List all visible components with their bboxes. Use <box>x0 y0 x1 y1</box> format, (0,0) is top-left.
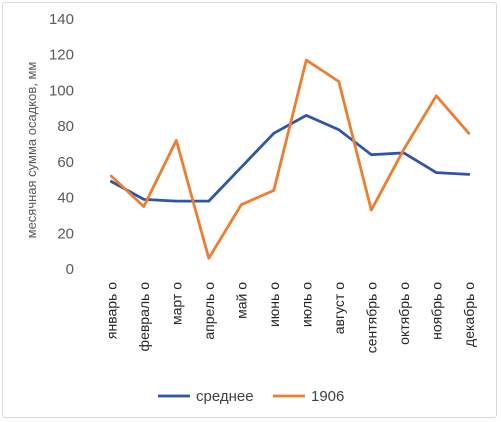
x-tick-label: декабрь о <box>461 282 477 347</box>
y-tick-label: 140 <box>49 11 74 28</box>
x-tick-label: ноябрь о <box>428 282 444 340</box>
y-tick-label: 0 <box>66 261 74 278</box>
x-tick-label: июнь о <box>266 282 282 327</box>
y-tick-label: 120 <box>49 47 74 64</box>
x-tick-label: апрель о <box>201 282 217 340</box>
y-tick-labels: 0 20 40 60 80 100 120 140 <box>49 11 74 278</box>
series-lines <box>109 58 471 260</box>
y-tick-label: 60 <box>57 154 74 171</box>
legend: среднее 1906 <box>158 388 344 405</box>
y-tick-label: 20 <box>57 225 74 242</box>
x-tick-label: май о <box>233 282 249 319</box>
x-tick-label: июль о <box>298 282 314 327</box>
x-tick-labels: январь о февраль о март о апрель о май о июнь… <box>103 282 477 354</box>
x-tick-label: сентябрь о <box>363 282 379 353</box>
x-tick-label: февраль о <box>136 282 152 352</box>
y-tick-label: 40 <box>57 190 74 207</box>
y-tick-label: 100 <box>49 82 74 99</box>
series-line-2 <box>109 58 471 260</box>
legend-label: 1906 <box>311 388 344 405</box>
chart-frame <box>2 2 497 418</box>
legend-label: среднее <box>196 388 254 405</box>
y-tick-label: 80 <box>57 118 74 135</box>
x-tick-label: октябрь о <box>396 282 412 345</box>
x-tick-label: август о <box>331 282 347 334</box>
x-tick-label: январь о <box>103 282 119 339</box>
y-axis-label: месячная сумма осадков, мм <box>24 62 39 239</box>
x-tick-label: март о <box>168 282 184 325</box>
